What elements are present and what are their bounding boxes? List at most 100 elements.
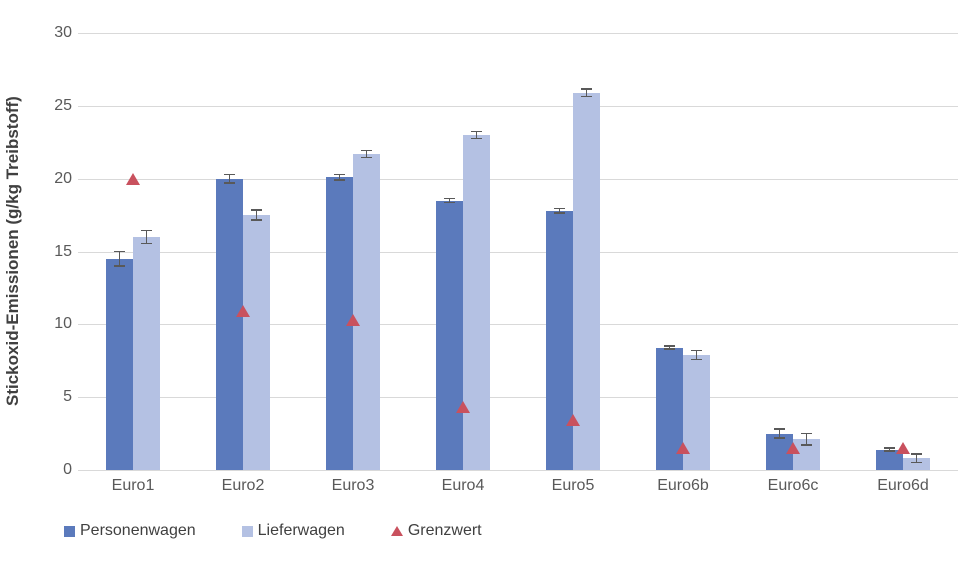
x-axis-label: Euro5 [551,477,595,494]
error-bar [365,150,368,158]
y-tick-label: 15 [54,242,72,260]
personenwagen-swatch-icon [64,525,75,537]
error-bar-cap [664,345,675,347]
y-tick-label: 5 [63,388,72,406]
grenzwert-marker [566,414,580,427]
error-bar-cap [884,450,895,452]
gridline [78,324,958,326]
grenzwert-triangle-icon [390,526,403,536]
grenzwert-marker [126,172,140,185]
gridline [78,105,958,107]
error-bar-cap [774,428,785,430]
gridline [78,33,958,34]
error-bar-cap [801,432,812,435]
error-bar-cap [664,348,675,350]
error-bar-cap [141,229,152,232]
error-bar-cap [141,242,152,245]
x-axis-label: Euro6d [877,477,929,494]
y-tick-label: 0 [63,461,72,478]
y-tick-label: 25 [54,96,72,114]
error-bar [475,131,478,139]
error-bar [255,209,258,221]
error-bar-cap [251,209,262,211]
bar-personenwagen [106,258,133,470]
error-bar-cap [691,349,702,352]
bar-personenwagen [216,178,243,470]
grenzwert-marker [346,313,360,326]
error-bar-cap [361,149,372,151]
bar-lieferwagen [353,153,380,470]
lieferwagen-swatch-icon [241,525,253,537]
error-bar-cap [251,219,262,221]
gridline [78,470,958,471]
error-bar [228,174,231,184]
error-bar-cap [224,182,235,184]
error-bar-cap [581,95,592,98]
error-bar-cap [471,130,482,133]
error-bar-cap [114,250,125,253]
bar-lieferwagen [133,236,160,470]
error-bar-cap [361,156,372,159]
error-bar [805,433,808,446]
gridline [78,178,958,180]
error-bar-cap [691,358,702,361]
error-bar-cap [911,453,922,455]
legend-item-lieferwagen: Lieferwagen [241,522,345,540]
error-bar [145,230,148,244]
error-bar-cap [114,265,125,267]
error-bar-cap [224,173,235,176]
error-bar-cap [554,207,565,210]
error-bar [558,208,561,213]
y-tick-label: 10 [54,315,72,333]
grenzwert-marker [456,401,470,414]
error-bar [695,350,698,360]
error-bar-cap [774,437,785,439]
x-axis-label: Euro4 [441,477,485,494]
error-bar-cap [444,197,455,200]
error-bar-cap [334,173,345,176]
bar-lieferwagen [463,134,490,470]
x-axis-label: Euro2 [221,477,265,494]
x-axis-label: Euro3 [331,477,375,494]
error-bar [778,429,781,438]
grenzwert-marker [786,442,800,455]
grenzwert-marker [236,305,250,318]
bar-personenwagen [436,200,463,470]
legend-item-personenwagen: Personenwagen [64,522,196,540]
error-bar-cap [911,461,922,464]
bar-personenwagen [546,210,573,470]
bar-personenwagen [876,449,903,470]
error-bar [915,453,918,463]
error-bar [888,448,891,452]
legend-item-grenzwert: Grenzwert [390,522,482,540]
y-tick-label: 20 [54,169,72,187]
legend-label-grenzwert: Grenzwert [407,522,482,539]
x-axis-label: Euro6c [767,477,819,494]
error-bar-cap [884,447,895,449]
error-bar [338,174,341,181]
x-axis-label: Euro6b [657,477,709,494]
error-bar [585,89,588,97]
error-bar [448,198,451,203]
error-bar [118,251,121,267]
gridline [78,251,958,253]
legend-label-lieferwagen: Lieferwagen [257,522,345,539]
error-bar-cap [334,179,345,181]
error-bar-cap [554,212,565,214]
grenzwert-marker [676,442,690,455]
bar-lieferwagen [573,92,600,470]
error-bar-cap [581,88,592,90]
x-axis-label: Euro1 [111,477,155,494]
grenzwert-marker [896,442,910,455]
error-bar [668,346,671,350]
error-bar-cap [444,201,455,204]
legend-label-personenwagen: Personenwagen [80,522,196,539]
error-bar-cap [471,137,482,140]
error-bar-cap [801,444,812,446]
legend: Personenwagen Lieferwagen Grenzwert [64,522,482,540]
gridline [78,397,958,399]
y-tick-label: 30 [54,24,72,41]
bar-lieferwagen [243,215,270,470]
